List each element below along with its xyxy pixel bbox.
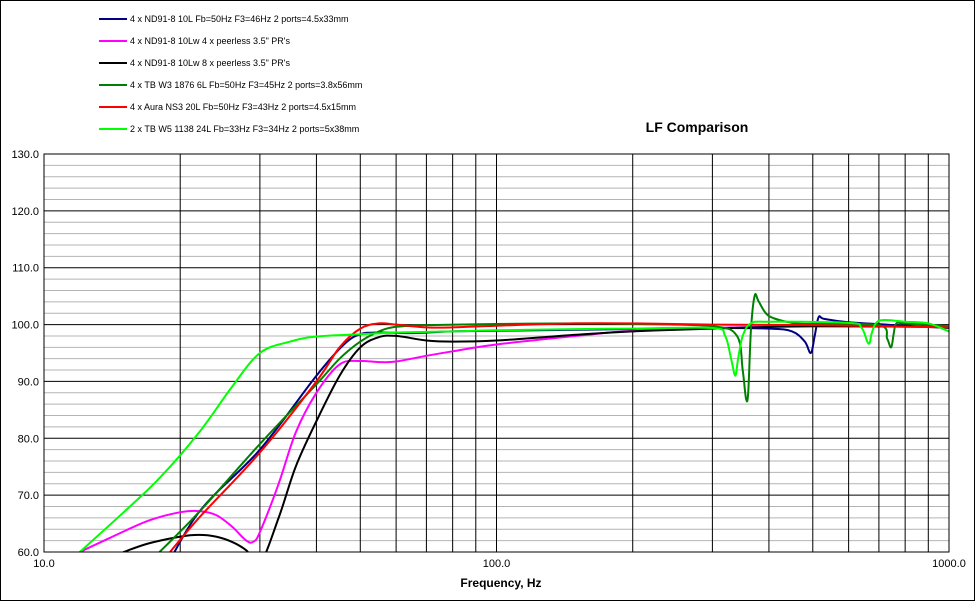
x-axis: 10.0 100.0 1000.0 [33, 558, 966, 570]
legend-label-3: 4 x ND91-8 10Lw 8 x peerless 3.5" PR's [130, 58, 290, 68]
y-tick-label: 130.0 [11, 149, 39, 161]
series-line-4 [158, 293, 949, 552]
y-tick-label: 70.0 [18, 490, 39, 502]
series-line-6 [78, 318, 949, 552]
series-line-3 [122, 325, 949, 552]
chart-title: LF Comparison [646, 119, 749, 135]
series-line-5 [169, 322, 949, 552]
legend-label-4: 4 x TB W3 1876 6L Fb=50Hz F3=45Hz 2 port… [130, 80, 362, 90]
y-tick-label: 60.0 [18, 547, 39, 559]
x-axis-label: Frequency, Hz [460, 576, 541, 590]
grid [44, 154, 949, 552]
legend-label-6: 2 x TB W5 1138 24L Fb=33Hz F3=34Hz 2 por… [130, 124, 359, 134]
series-group [78, 293, 949, 552]
y-tick-label: 90.0 [18, 376, 39, 388]
legend: 4 x ND91-8 10L Fb=50Hz F3=46Hz 2 ports=4… [99, 14, 362, 134]
y-tick-label: 100.0 [11, 320, 39, 332]
legend-label-5: 4 x Aura NS3 20L Fb=50Hz F3=43Hz 2 ports… [130, 102, 356, 112]
legend-label-1: 4 x ND91-8 10L Fb=50Hz F3=46Hz 2 ports=4… [130, 14, 349, 24]
legend-label-2: 4 x ND91-8 10Lw 4 x peerless 3.5" PR's [130, 36, 290, 46]
y-tick-label: 110.0 [12, 263, 39, 275]
x-tick-label: 10.0 [33, 558, 54, 570]
plot-area [43, 153, 950, 553]
y-tick-label: 80.0 [18, 433, 39, 445]
y-axis: 60.0 70.0 80.0 90.0 100.0 110.0 120.0 130.0 [11, 149, 39, 559]
x-tick-label: 1000.0 [932, 558, 966, 570]
x-tick-label: 100.0 [483, 558, 511, 570]
y-tick-label: 120.0 [11, 206, 39, 218]
